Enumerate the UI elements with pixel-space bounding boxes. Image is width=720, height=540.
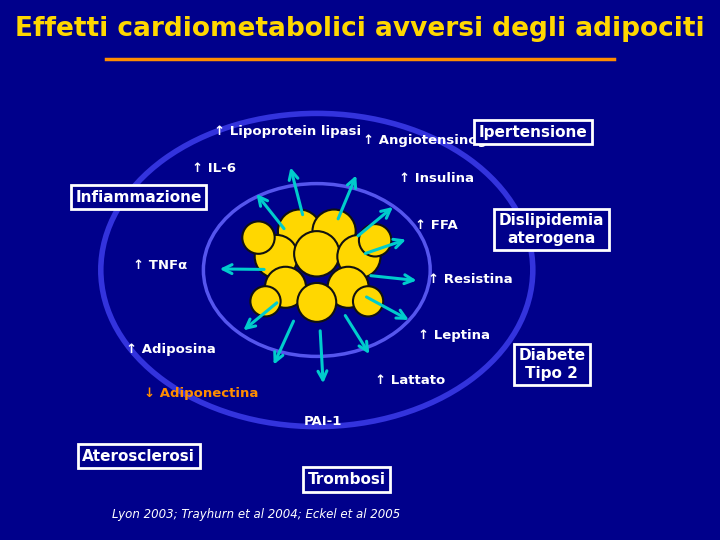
Text: Infiammazione: Infiammazione: [76, 190, 202, 205]
Text: ↑ Insulina: ↑ Insulina: [399, 172, 474, 185]
Text: ↑ TNFα: ↑ TNFα: [133, 259, 187, 272]
Text: Ipertensione: Ipertensione: [478, 125, 588, 140]
Text: Lyon 2003; Trayhurn et al 2004; Eckel et al 2005: Lyon 2003; Trayhurn et al 2004; Eckel et…: [112, 508, 400, 521]
Circle shape: [359, 224, 392, 256]
Circle shape: [278, 210, 321, 253]
Text: PAI-1: PAI-1: [304, 415, 343, 428]
Circle shape: [297, 283, 336, 322]
Circle shape: [328, 267, 369, 308]
Circle shape: [242, 221, 274, 254]
Circle shape: [255, 235, 298, 278]
Text: ↓ Adiponectina: ↓ Adiponectina: [144, 387, 258, 400]
Text: ↑ Angiotensinogeno: ↑ Angiotensinogeno: [363, 134, 514, 147]
Text: ↑ Resistina: ↑ Resistina: [428, 273, 512, 286]
Circle shape: [353, 286, 383, 316]
Text: ↑ Lipoprotein lipasi: ↑ Lipoprotein lipasi: [214, 125, 361, 138]
Text: ↑ Leptina: ↑ Leptina: [418, 329, 490, 342]
Text: ↑ IL-6: ↑ IL-6: [192, 162, 236, 175]
Text: Aterosclerosi: Aterosclerosi: [82, 449, 195, 464]
Circle shape: [312, 210, 356, 253]
Text: Effetti cardiometabolici avversi degli adipociti: Effetti cardiometabolici avversi degli a…: [15, 16, 705, 42]
Text: ↑ Adiposina: ↑ Adiposina: [125, 343, 215, 356]
Text: ↑ Lattato: ↑ Lattato: [375, 374, 446, 387]
Circle shape: [337, 235, 381, 278]
Text: Diabete
Tipo 2: Diabete Tipo 2: [518, 348, 585, 381]
Text: Trombosi: Trombosi: [307, 472, 385, 487]
Circle shape: [251, 286, 281, 316]
Text: Dislipidemia
aterogena: Dislipidemia aterogena: [499, 213, 605, 246]
Circle shape: [294, 231, 340, 276]
Circle shape: [265, 267, 306, 308]
Text: ↑ FFA: ↑ FFA: [415, 219, 458, 232]
